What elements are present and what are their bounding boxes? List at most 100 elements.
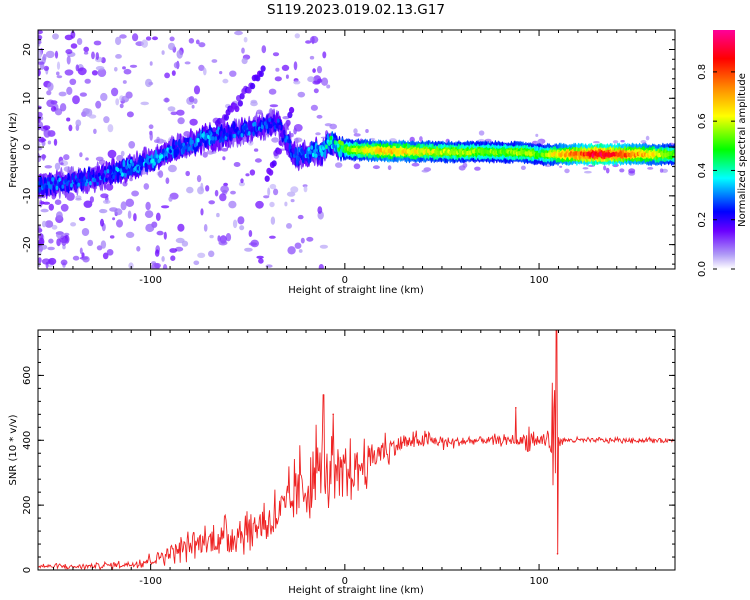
heatmap-noise-cell [56, 61, 61, 70]
heatmap-noise-cell [603, 165, 607, 171]
heatmap-noise-cell [203, 67, 207, 76]
heatmap-noise-cell [269, 104, 279, 108]
heatmap-ridge-cell [311, 152, 315, 158]
heatmap-ridge-cell [173, 149, 177, 154]
heatmap-noise-cell [95, 66, 105, 71]
heatmap-noise-cell [60, 259, 68, 266]
heatmap-noise-cell [419, 136, 423, 142]
heatmap-noise-cell [208, 250, 215, 258]
heatmap-noise-cell [181, 240, 189, 247]
heatmap-ridge-cell [214, 136, 218, 141]
heatmap-noise-cell [46, 90, 52, 96]
heatmap-noise-cell [267, 187, 271, 196]
heatmap-noise-cell [128, 141, 136, 149]
heatmap-noise-cell [185, 170, 190, 177]
snr-plot-frame [37, 329, 676, 571]
heatmap-ridge-cell [313, 149, 317, 154]
heatmap-noise-cell [335, 162, 343, 168]
heatmap-noise-cell [72, 255, 80, 261]
heatmap-ridge-cell [90, 170, 94, 176]
heatmap-noise-cell [99, 208, 105, 213]
heatmap-noise-cell [39, 244, 48, 250]
heatmap-ridge-cell [212, 131, 216, 137]
heatmap-noise-cell [274, 76, 282, 82]
heatmap-branch-cell [264, 175, 270, 182]
heatmap-noise-cell [62, 244, 66, 250]
heatmap-noise-cell [54, 108, 63, 116]
heatmap-ridge-cell [269, 124, 273, 129]
heatmap-noise-cell [220, 185, 230, 193]
heatmap-noise-cell [115, 36, 122, 46]
y-tick-label: 10 [22, 92, 33, 105]
heatmap-noise-cell [66, 117, 71, 122]
heatmap-noise-cell [112, 217, 116, 221]
heatmap-noise-cell [54, 199, 62, 205]
heatmap-noise-cell [116, 154, 124, 162]
colorbar-ticks: 0.0 0.2 0.4 0.6 0.8 [697, 64, 735, 277]
colorbar-label: Normalized spectral amplitude [737, 73, 748, 227]
heatmap-noise-cell [209, 234, 214, 239]
heatmap-ridge-cell [244, 124, 248, 129]
heatmap-noise-cell [38, 142, 41, 147]
heatmap-noise-cell [249, 169, 256, 176]
colorbar: 0.0 0.2 0.4 0.6 0.8 Normalized spectral ampl… [697, 30, 748, 277]
colorbar-tick-label: 0.6 [697, 113, 708, 129]
heatmap-noise-cell [95, 100, 102, 109]
heatmap-noise-cell [152, 36, 158, 41]
heatmap-noise-cell [119, 103, 124, 109]
heatmap-noise-cell [145, 223, 155, 233]
heatmap-ridge-cell [281, 134, 285, 139]
heatmap-noise-cell [170, 111, 178, 116]
heatmap-noise-cell [273, 188, 279, 196]
heatmap-ridge-cell [307, 147, 311, 152]
heatmap-ridge-cell [341, 141, 344, 146]
heatmap-noise-cell [95, 52, 100, 61]
heatmap-noise-cell [237, 216, 245, 225]
heatmap-ridge-cell [221, 138, 225, 143]
heatmap-ridge-cell [327, 141, 331, 146]
heatmap-noise-cell [198, 42, 206, 48]
heatmap-noise-cell [127, 210, 132, 219]
heatmap-ridge-cell [160, 154, 164, 159]
heatmap-noise-cell [109, 235, 115, 239]
snr-peak-point [515, 407, 517, 409]
heatmap-ridge-cell [215, 129, 219, 134]
spectrogram-x-axis-label: Height of straight line (km) [288, 285, 424, 296]
heatmap-noise-cell [411, 162, 420, 167]
heatmap-noise-cell [265, 264, 273, 268]
heatmap-noise-cell [54, 162, 61, 171]
heatmap-noise-cell [297, 214, 304, 220]
heatmap-noise-cell [149, 61, 153, 66]
heatmap-noise-cell [79, 247, 83, 255]
heatmap-noise-cell [83, 200, 93, 208]
heatmap-noise-cell [168, 196, 173, 202]
heatmap-noise-cell [77, 67, 87, 76]
heatmap-noise-cell [164, 72, 171, 79]
y-tick-label: 400 [22, 431, 33, 450]
heatmap-noise-cell [269, 183, 277, 190]
heatmap-noise-cell [120, 201, 127, 211]
heatmap-noise-cell [65, 49, 73, 55]
heatmap-noise-cell [319, 244, 328, 249]
heatmap-noise-cell [148, 81, 154, 86]
heatmap-noise-cell [122, 80, 127, 84]
heatmap-noise-cell [165, 177, 170, 184]
heatmap-noise-cell [126, 111, 134, 118]
heatmap-noise-cell [122, 181, 128, 187]
heatmap-noise-cell [582, 167, 589, 170]
heatmap-ridge-cell [38, 188, 41, 193]
heatmap-ridge-cell [58, 177, 62, 182]
heatmap-noise-cell [48, 238, 54, 244]
heatmap-noise-cell [125, 231, 135, 238]
heatmap-noise-cell [140, 101, 149, 106]
heatmap-noise-cell [115, 98, 120, 106]
heatmap-noise-cell [44, 165, 53, 169]
heatmap-noise-cell [119, 34, 127, 39]
heatmap-noise-cell [38, 237, 45, 246]
heatmap-noise-cell [63, 232, 70, 236]
heatmap-noise-cell [241, 47, 245, 54]
heatmap-ridge-cell [329, 135, 333, 141]
heatmap-ridge-cell [52, 187, 56, 192]
heatmap-noise-cell [111, 87, 119, 97]
heatmap-noise-cell [198, 64, 205, 71]
